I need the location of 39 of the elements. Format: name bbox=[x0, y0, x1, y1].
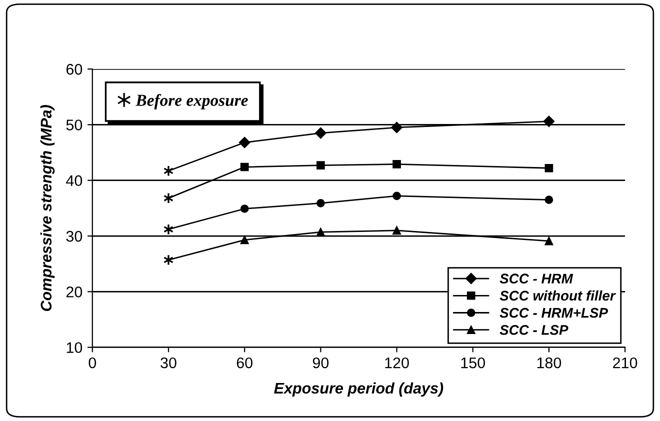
legend-label: SCC - LSP bbox=[500, 325, 568, 335]
x-tick-label: 150 bbox=[461, 357, 485, 368]
y-tick-label: 40 bbox=[66, 175, 82, 186]
point bbox=[238, 136, 250, 148]
x-tick-label: 30 bbox=[160, 357, 176, 368]
point bbox=[316, 161, 325, 170]
x-tick-label: 60 bbox=[236, 357, 252, 368]
point bbox=[163, 165, 174, 177]
point bbox=[392, 226, 401, 235]
y-tick-label: 30 bbox=[66, 230, 82, 242]
x-tick-label: 90 bbox=[312, 357, 329, 368]
x-tick-label: 210 bbox=[613, 357, 638, 368]
legend-label: SCC - HRM+LSP bbox=[500, 308, 608, 318]
x-tick-label: 180 bbox=[537, 357, 562, 368]
y-tick-label: 20 bbox=[66, 286, 82, 298]
x-axis-title: Exposure period (days) bbox=[274, 382, 444, 397]
point bbox=[315, 127, 326, 139]
legend-label: Before exposure bbox=[136, 94, 248, 110]
point bbox=[544, 236, 554, 246]
y-tick-label: 10 bbox=[66, 342, 82, 354]
legend-label: SCC - HRM bbox=[500, 274, 574, 284]
point bbox=[543, 116, 555, 127]
point bbox=[391, 122, 402, 134]
point bbox=[544, 164, 554, 172]
x-tick-label: 0 bbox=[88, 357, 96, 368]
point bbox=[316, 228, 325, 236]
x-tick-label: 120 bbox=[385, 357, 409, 368]
y-tick-label: 50 bbox=[66, 120, 82, 130]
point bbox=[544, 196, 554, 204]
point bbox=[316, 199, 325, 208]
point bbox=[163, 254, 174, 266]
point bbox=[240, 236, 249, 244]
legend-label: SCC without filler bbox=[500, 290, 616, 301]
y-tick-label: 60 bbox=[66, 64, 82, 75]
point bbox=[240, 204, 249, 213]
point bbox=[240, 162, 249, 172]
y-axis-title: Compressive strength (MPa) bbox=[40, 105, 55, 312]
point bbox=[392, 192, 401, 200]
point bbox=[392, 160, 401, 168]
